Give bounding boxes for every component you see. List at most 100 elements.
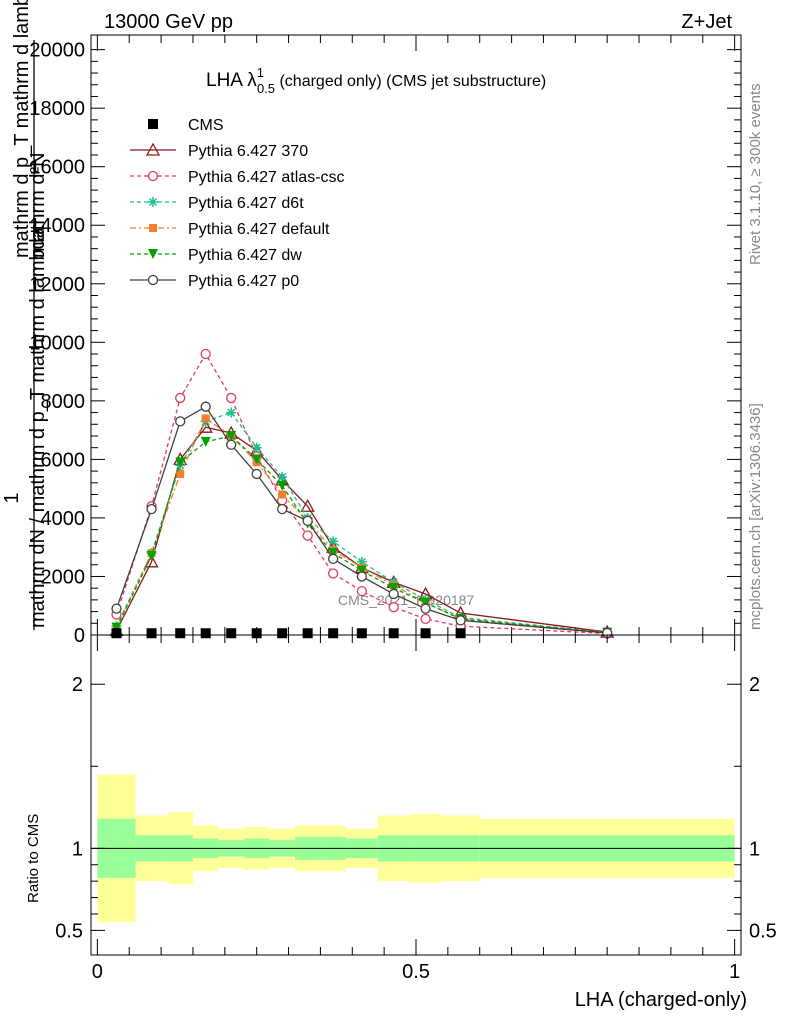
data-point (328, 536, 339, 547)
ratio-ylabel: Ratio to CMS (25, 814, 42, 903)
upper-ytick-label: 4000 (41, 508, 86, 530)
legend-marker (148, 119, 158, 129)
legend-label: Pythia 6.427 atlas-csc (188, 169, 345, 186)
data-point (302, 530, 313, 541)
data-point (175, 457, 186, 468)
legend-label: Pythia 6.427 d6t (188, 195, 304, 212)
legend-entry: CMS (148, 117, 224, 134)
legend-marker (145, 142, 161, 156)
upper-ytick-label: 18000 (29, 98, 85, 120)
ylabel-bottom: mathrm dN / mathrm d p_T mathrm d lambda (27, 226, 49, 628)
legend-entry: Pythia 6.427 p0 (130, 273, 299, 290)
series-layer (109, 348, 615, 639)
data-point (420, 613, 431, 625)
data-point (226, 392, 237, 404)
upper-ytick-label: 8000 (41, 391, 86, 413)
series-line (115, 426, 608, 633)
data-point (175, 416, 186, 427)
legend: CMS Pythia 6.427 370 Pythia 6.427 atlas-cs… (130, 117, 345, 290)
data-point (277, 628, 288, 639)
legend-label: Pythia 6.427 370 (188, 143, 308, 160)
data-point (302, 628, 313, 639)
data-point (356, 628, 367, 639)
series-line (115, 435, 608, 634)
data-point (111, 628, 122, 639)
data-point (278, 490, 287, 499)
data-point (388, 602, 399, 613)
data-point (277, 480, 288, 491)
xlabel: LHA (charged-only) (575, 989, 747, 1011)
series-line (115, 417, 608, 634)
lower-ytick-label: 1 (72, 838, 83, 860)
lower-ytick-label-right: 2 (749, 674, 760, 696)
data-point (175, 628, 186, 639)
data-point (328, 568, 339, 579)
header-right: Z+Jet (681, 11, 732, 33)
data-point (356, 585, 367, 597)
legend-marker (147, 170, 159, 182)
xtick-label: 0 (92, 961, 103, 983)
rivet-label: Rivet 3.1.10, ≥ 300k events (747, 83, 764, 265)
data-point (300, 498, 315, 512)
data-point (356, 571, 367, 582)
series-line (115, 352, 608, 635)
legend-marker (147, 274, 159, 286)
data-point (251, 628, 262, 639)
star-stroke (148, 197, 158, 207)
data-point (200, 436, 211, 447)
data-point (200, 628, 211, 639)
data-point (388, 588, 399, 600)
data-point (328, 548, 339, 559)
data-point (176, 470, 185, 479)
data-point (277, 471, 288, 482)
header-left: 13000 GeV pp (104, 11, 233, 33)
legend-entry: Pythia 6.427 atlas-csc (130, 169, 345, 186)
upper-y-axis: 0 2000 4000 6000 8000 10000 12000 14000 16000 180… (29, 40, 741, 647)
legend-entry: Pythia 6.427 dw (130, 247, 302, 264)
data-point (455, 628, 466, 639)
data-point (175, 392, 186, 404)
data-point (420, 628, 431, 639)
upper-ytick-label: 10000 (29, 332, 85, 354)
upper-ytick-label: 14000 (29, 215, 85, 237)
data-point (251, 454, 262, 465)
series-cms (111, 628, 466, 639)
title-main: LHA λ (206, 70, 257, 91)
title-sup: 1 (257, 65, 264, 80)
title-rest: (charged only) (CMS jet substructure) (275, 73, 546, 90)
upper-ytick-label: 20000 (29, 40, 85, 62)
lower-ytick-label: 2 (72, 674, 83, 696)
lower-x-axis: 0 0.5 1 (92, 635, 740, 983)
upper-ytick-label: 2000 (41, 566, 86, 588)
data-point (251, 468, 262, 480)
legend-label: CMS (188, 117, 224, 134)
data-point (111, 622, 122, 633)
data-point (455, 615, 466, 626)
ylabel-one: 1 (1, 492, 23, 503)
data-point (200, 348, 211, 360)
data-point (420, 603, 431, 614)
data-point (420, 597, 431, 608)
data-point (226, 628, 237, 639)
xtick-label: 0.5 (402, 961, 430, 983)
data-point (328, 628, 339, 639)
mcplots-label: mcplots.cern.ch [arXiv:1306.3436] (747, 403, 764, 630)
data-point (388, 628, 399, 639)
data-point (356, 565, 367, 576)
star-stroke (329, 537, 338, 546)
lower-ytick-label-right: 1 (749, 838, 760, 860)
ylabel-top: mathrm d²N (27, 152, 49, 258)
legend-marker (148, 197, 158, 207)
upper-ytick-label: 0 (74, 625, 85, 647)
upper-ytick-label: 6000 (41, 449, 86, 471)
data-point (251, 442, 262, 453)
star-stroke (252, 443, 261, 452)
lower-y-axis: 0.5 0.5 1 1 2 2 (55, 674, 777, 942)
data-point (111, 603, 122, 614)
upper-ytick-label: 16000 (29, 157, 85, 179)
data-point (302, 515, 313, 527)
legend-entry: Pythia 6.427 d6t (130, 195, 304, 212)
legend-marker (148, 249, 158, 259)
